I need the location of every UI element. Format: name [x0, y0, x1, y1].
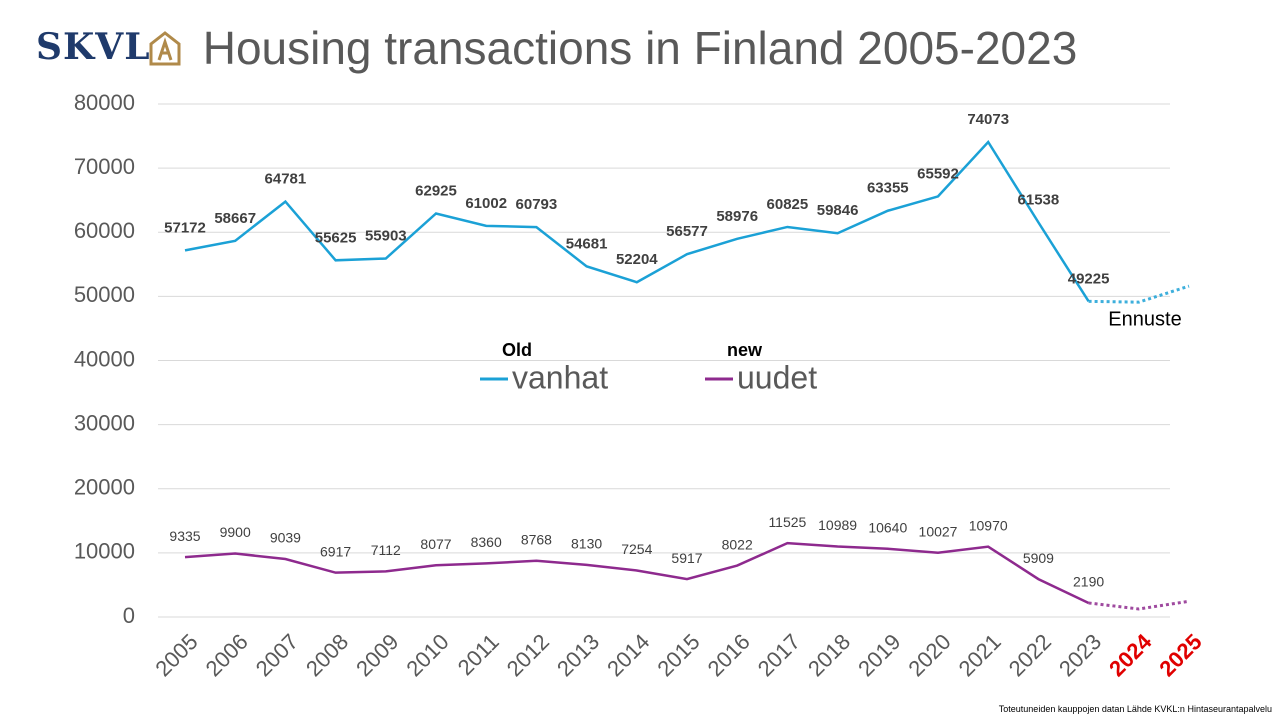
x-tick-label: 2021: [954, 629, 1006, 681]
y-tick-label: 70000: [74, 154, 135, 179]
x-tick-label: 2019: [853, 629, 905, 681]
data-label: 55625: [315, 229, 357, 246]
x-tick-label: 2025: [1154, 629, 1206, 681]
x-tick-label: 2020: [903, 629, 955, 681]
series-line: [184, 139, 1090, 303]
x-tick-label: 2016: [703, 629, 755, 681]
x-tick-label: 2014: [602, 629, 654, 681]
x-tick-label: 2011: [453, 629, 504, 680]
data-label: 11525: [768, 514, 806, 530]
data-label: 8077: [420, 536, 451, 552]
y-tick-label: 40000: [74, 346, 135, 371]
data-label: 55903: [365, 227, 407, 244]
legend-label: vanhat: [512, 359, 608, 395]
data-label: 61538: [1018, 191, 1060, 208]
data-label: 52204: [616, 251, 658, 268]
data-label: 8768: [521, 531, 552, 547]
data-label: 7112: [371, 542, 401, 558]
chart-title: Housing transactions in Finland 2005-202…: [202, 22, 1078, 74]
data-label: 54681: [566, 235, 608, 252]
x-tick-label: 2018: [803, 629, 855, 681]
x-tick-label: 2022: [1004, 629, 1056, 681]
x-tick-label: 2015: [652, 629, 704, 681]
x-tick-label: 2005: [150, 629, 202, 681]
data-label: 5917: [671, 550, 702, 566]
data-label: 8130: [571, 536, 602, 552]
legend-label: uudet: [737, 359, 817, 395]
x-tick-label: 2010: [401, 629, 453, 681]
y-tick-label: 30000: [74, 410, 135, 435]
data-label: 57172: [164, 219, 206, 236]
logo: SKVL: [36, 26, 151, 68]
y-tick-label: 80000: [74, 90, 135, 115]
y-tick-label: 20000: [74, 475, 135, 500]
data-label: 61002: [465, 195, 507, 212]
x-tick-label: 2023: [1054, 629, 1106, 681]
data-label: 8022: [722, 536, 753, 552]
data-label: 65592: [917, 165, 959, 182]
data-label: 2190: [1073, 574, 1104, 590]
series-line: [184, 541, 1090, 605]
logo-icon: [149, 31, 181, 66]
legend-translation: Old: [502, 340, 532, 360]
legend-translation: new: [727, 340, 763, 360]
data-label: 58976: [716, 208, 758, 225]
source-note: Toteutuneiden kauppojen datan Lähde KVKL…: [998, 704, 1272, 714]
data-label: 9039: [270, 530, 301, 546]
data-label: 59846: [817, 202, 859, 219]
data-label: 64781: [265, 171, 307, 188]
y-tick-label: 60000: [74, 218, 135, 243]
x-tick-label: 2024: [1104, 628, 1157, 681]
data-label: 74073: [967, 111, 1009, 128]
y-tick-label: 10000: [74, 539, 135, 564]
data-label: 62925: [415, 182, 457, 199]
forecast-line: [1088, 599, 1190, 611]
data-label: 5909: [1023, 550, 1054, 566]
data-label: 7254: [621, 541, 652, 557]
x-tick-label: 2017: [753, 629, 805, 681]
x-tick-label: 2012: [502, 629, 554, 681]
data-label: 9900: [220, 524, 251, 540]
data-label: 10640: [868, 519, 907, 535]
data-label: 49225: [1068, 270, 1110, 287]
x-tick-label: 2008: [301, 629, 353, 681]
forecast-line: [1088, 284, 1190, 304]
data-label: 60825: [767, 196, 809, 213]
data-label: 6917: [320, 543, 351, 559]
x-tick-label: 2007: [251, 629, 303, 681]
forecast-label: Ennuste: [1108, 308, 1181, 330]
x-tick-label: 2013: [552, 629, 604, 681]
y-tick-label: 50000: [74, 282, 135, 307]
data-label: 10970: [969, 517, 1008, 533]
data-label: 63355: [867, 180, 909, 197]
data-label: 10027: [919, 523, 958, 539]
data-label: 9335: [169, 528, 200, 544]
data-label: 56577: [666, 223, 708, 240]
x-tick-label: 2009: [351, 629, 403, 681]
data-label: 8360: [471, 534, 502, 550]
data-label: 60793: [516, 196, 558, 213]
x-tick-label: 2006: [201, 629, 253, 681]
data-label: 10989: [818, 517, 857, 533]
y-tick-label: 0: [123, 603, 135, 628]
data-label: 58667: [214, 210, 256, 227]
